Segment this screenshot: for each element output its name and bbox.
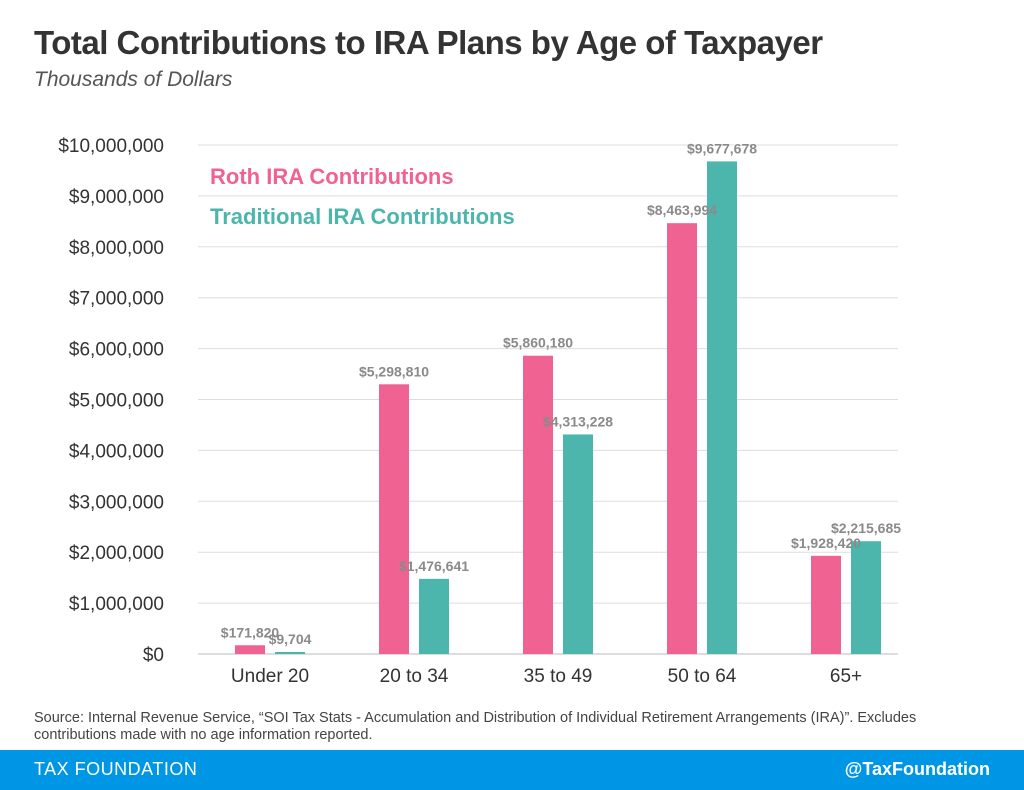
- data-label: $4,313,228: [543, 413, 613, 429]
- traditional-bar: [707, 161, 737, 654]
- x-tick-label: 20 to 34: [380, 666, 449, 687]
- data-label: $5,860,180: [503, 335, 573, 351]
- x-tick-label: 65+: [830, 666, 862, 687]
- data-label: $5,298,810: [359, 363, 429, 379]
- data-label: $2,215,685: [831, 520, 901, 536]
- traditional-bar: [851, 541, 881, 654]
- x-axis: Under 20 20 to 34 35 to 49 50 to 64 65+: [231, 666, 862, 687]
- legend: Roth IRA Contributions Traditional IRA Co…: [210, 164, 515, 229]
- x-tick-label: Under 20: [231, 666, 309, 687]
- y-tick-label: $3,000,000: [69, 492, 164, 513]
- roth-bar: [523, 355, 553, 654]
- x-tick-label: 50 to 64: [668, 666, 737, 687]
- data-label: $9,677,678: [687, 140, 757, 156]
- y-tick-label: $4,000,000: [69, 441, 164, 462]
- footer-brand: TAX FOUNDATION: [34, 759, 198, 779]
- y-tick-label: $1,000,000: [69, 594, 164, 615]
- roth-bar: [235, 645, 265, 654]
- y-tick-label: $0: [143, 645, 164, 666]
- y-tick-label: $2,000,000: [69, 543, 164, 564]
- footer-bar: TAX FOUNDATION @TaxFoundation: [0, 750, 1024, 790]
- y-axis: $0 $1,000,000 $2,000,000 $3,000,000 $4,000,0…: [58, 136, 164, 666]
- traditional-bar: [563, 434, 593, 654]
- legend-roth: Roth IRA Contributions: [210, 164, 454, 189]
- y-tick-label: $9,000,000: [69, 187, 164, 208]
- y-tick-label: $7,000,000: [69, 289, 164, 310]
- y-tick-label: $6,000,000: [69, 340, 164, 361]
- y-tick-label: $10,000,000: [58, 136, 164, 157]
- traditional-bar: [275, 652, 305, 654]
- data-label: $9,704: [269, 631, 312, 647]
- source-note: Source: Internal Revenue Service, “SOI T…: [34, 710, 917, 743]
- data-label: $1,928,420: [791, 535, 861, 551]
- data-label: $1,476,641: [399, 558, 469, 574]
- legend-traditional: Traditional IRA Contributions: [210, 204, 515, 229]
- y-tick-label: $5,000,000: [69, 391, 164, 412]
- chart-title: Total Contributions to IRA Plans by Age …: [34, 24, 823, 61]
- traditional-bar: [419, 578, 449, 654]
- footer-handle: @TaxFoundation: [844, 759, 990, 779]
- x-tick-label: 35 to 49: [524, 666, 593, 687]
- data-label: $8,463,994: [647, 202, 717, 218]
- bar-chart: $0 $1,000,000 $2,000,000 $3,000,000 $4,000,0…: [58, 136, 901, 687]
- roth-bar: [667, 223, 697, 654]
- y-tick-label: $8,000,000: [69, 238, 164, 259]
- roth-bar: [811, 555, 841, 654]
- roth-bar: [379, 384, 409, 654]
- chart-subtitle: Thousands of Dollars: [34, 68, 233, 91]
- data-label: $171,820: [221, 624, 280, 640]
- bars: [235, 161, 881, 654]
- data-labels: $171,820$9,704 $5,298,810 $1,476,641 $5,860…: [221, 140, 901, 647]
